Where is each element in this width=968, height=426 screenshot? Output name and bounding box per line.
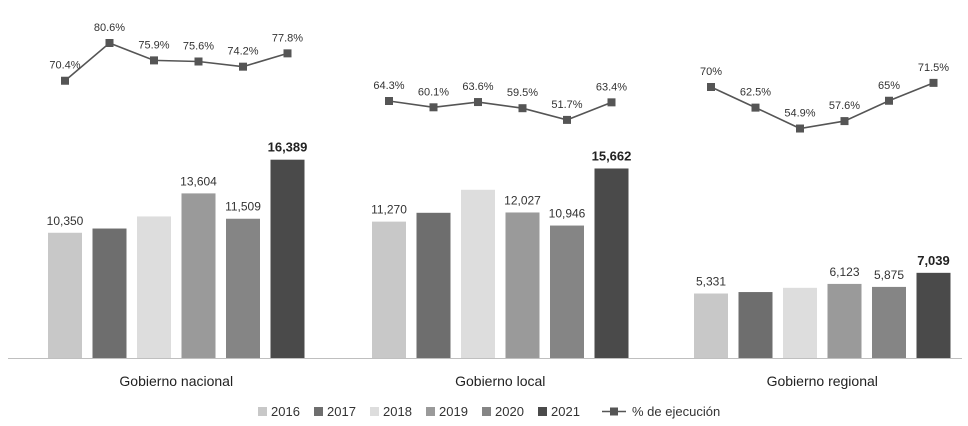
execution-point [929,78,938,87]
execution-point [474,98,482,107]
execution-point [751,103,760,112]
bar-2019-2 [827,283,862,358]
bar-2017-0 [92,228,127,358]
bar-2016-2 [694,293,728,358]
execution-point [283,49,292,58]
execution-label: 60.1% [418,86,449,98]
bar-2018-2 [783,287,817,358]
bar-value-label: 11,270 [371,203,407,217]
execution-label: 71.5% [918,62,949,74]
bar-2019-1 [505,212,540,358]
execution-label: 59.5% [507,87,538,99]
execution-point [105,39,114,47]
execution-label: 63.6% [462,81,493,93]
execution-label: 70.4% [49,60,80,72]
execution-label: 63.4% [596,81,627,93]
bar-value-label: 10,350 [47,214,84,228]
execution-label: 54.9% [784,108,815,120]
execution-label: 64.3% [373,80,404,92]
execution-label: 57.6% [829,100,860,112]
execution-label: 70% [700,66,722,78]
legend-swatch-2016 [258,407,267,416]
execution-point [385,97,393,105]
bar-value-label: 7,039 [917,253,950,268]
execution-label: 75.9% [138,39,169,51]
bar-value-label: 6,123 [829,265,859,279]
legend-item-2017: 2017 [327,404,356,419]
execution-point [796,124,804,133]
bar-2019-0 [181,193,216,358]
execution-point [518,104,527,113]
execution-label: 80.6% [94,22,125,34]
execution-label: 51.7% [551,99,582,111]
category-label: Gobierno nacional [119,373,233,389]
bar-2016-1 [372,221,406,358]
bar-2018-1 [461,189,495,358]
legend-swatch-2021 [538,407,547,416]
legend-item-2020: 2020 [495,404,524,419]
execution-label: 77.8% [272,32,303,44]
bar-value-label: 15,662 [592,148,632,163]
bar-2016-0 [48,232,82,358]
bar-2020-2 [872,286,906,358]
bar-2018-0 [137,216,171,358]
execution-point [239,62,247,71]
bar-value-label: 11,509 [225,200,261,214]
bar-2021-1 [594,168,629,358]
execution-point [885,96,893,105]
legend-swatch-2020 [482,407,491,416]
execution-point [429,103,438,112]
category-label: Gobierno local [455,373,545,389]
bar-value-label: 10,946 [549,207,586,221]
execution-label: 65% [878,80,900,92]
bar-value-label: 12,027 [504,193,541,207]
execution-line-2 [710,82,934,130]
bar-2020-0 [226,218,260,358]
legend-line-marker [610,407,618,416]
execution-point [840,117,849,126]
bar-2020-1 [550,225,584,358]
legend-swatch-2017 [314,407,323,416]
bar-value-label: 5,331 [696,274,726,288]
bar-value-label: 5,875 [874,268,904,282]
bar-2017-1 [416,212,451,358]
execution-line-0 [64,42,288,82]
execution-label: 75.6% [183,41,214,53]
bar-2021-2 [916,272,951,358]
execution-label: 62.5% [740,87,771,99]
legend-item-2018: 2018 [383,404,412,419]
legend-item-execution: % de ejecución [632,404,720,419]
execution-point [607,98,616,107]
category-label: Gobierno regional [767,373,878,389]
legend-swatch-2018 [370,407,379,416]
bar-2017-2 [738,292,773,358]
execution-point [61,76,69,85]
bar-2021-0 [270,159,305,358]
legend-swatch-2019 [426,407,435,416]
execution-point [707,83,715,91]
bar-value-label: 16,389 [268,140,308,155]
execution-label: 74.2% [227,46,258,58]
legend-item-2021: 2021 [551,404,580,419]
legend-item-2016: 2016 [271,404,300,419]
execution-point [563,115,571,124]
execution-point [150,56,158,65]
legend-item-2019: 2019 [439,404,468,419]
execution-line-1 [388,100,612,121]
execution-point [194,57,203,66]
bar-value-label: 13,604 [180,174,217,188]
